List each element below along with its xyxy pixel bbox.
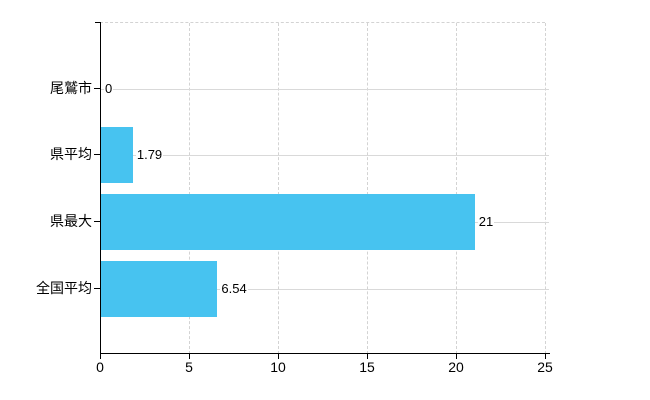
x-tick-label: 0 [96, 359, 104, 375]
bar-1 [101, 127, 133, 184]
vertical-gridline [367, 23, 368, 354]
x-axis-tick [189, 354, 190, 359]
y-axis-top-tick [95, 22, 100, 23]
vertical-gridline [545, 23, 546, 354]
x-axis-tick [456, 354, 457, 359]
y-axis-tick [94, 87, 100, 89]
vertical-gridline [456, 23, 457, 354]
x-axis-tick [100, 354, 101, 359]
x-tick-label: 5 [185, 359, 193, 375]
y-axis-tick [94, 221, 100, 223]
vertical-gridline [278, 23, 279, 354]
value-label: 1.79 [135, 146, 164, 165]
plot-area: 0 1.79 21 6.54 [100, 22, 549, 354]
value-label: 6.54 [220, 279, 248, 298]
horizontal-gridline [100, 155, 549, 157]
value-label: 21 [477, 213, 495, 232]
bar-3 [101, 260, 218, 317]
x-tick-label: 15 [359, 359, 375, 375]
value-label: 0 [104, 79, 114, 98]
bar-2 [101, 194, 475, 251]
x-tick-label: 25 [537, 359, 553, 375]
x-tick-label: 20 [448, 359, 464, 375]
y-axis-tick [94, 287, 100, 289]
category-label: 県平均 [50, 146, 92, 163]
y-axis-line [100, 22, 101, 354]
horizontal-gridline [100, 288, 549, 290]
y-axis-tick [94, 154, 100, 156]
horizontal-gridline [100, 88, 549, 90]
vertical-gridline [189, 23, 190, 354]
category-label: 尾鷲市 [50, 79, 92, 96]
category-label: 県最大 [50, 213, 92, 230]
category-label: 全国平均 [36, 279, 92, 296]
x-axis-tick [545, 354, 546, 359]
x-axis-tick [367, 354, 368, 359]
x-axis-line [100, 353, 550, 354]
x-tick-label: 10 [270, 359, 286, 375]
x-axis-tick [278, 354, 279, 359]
